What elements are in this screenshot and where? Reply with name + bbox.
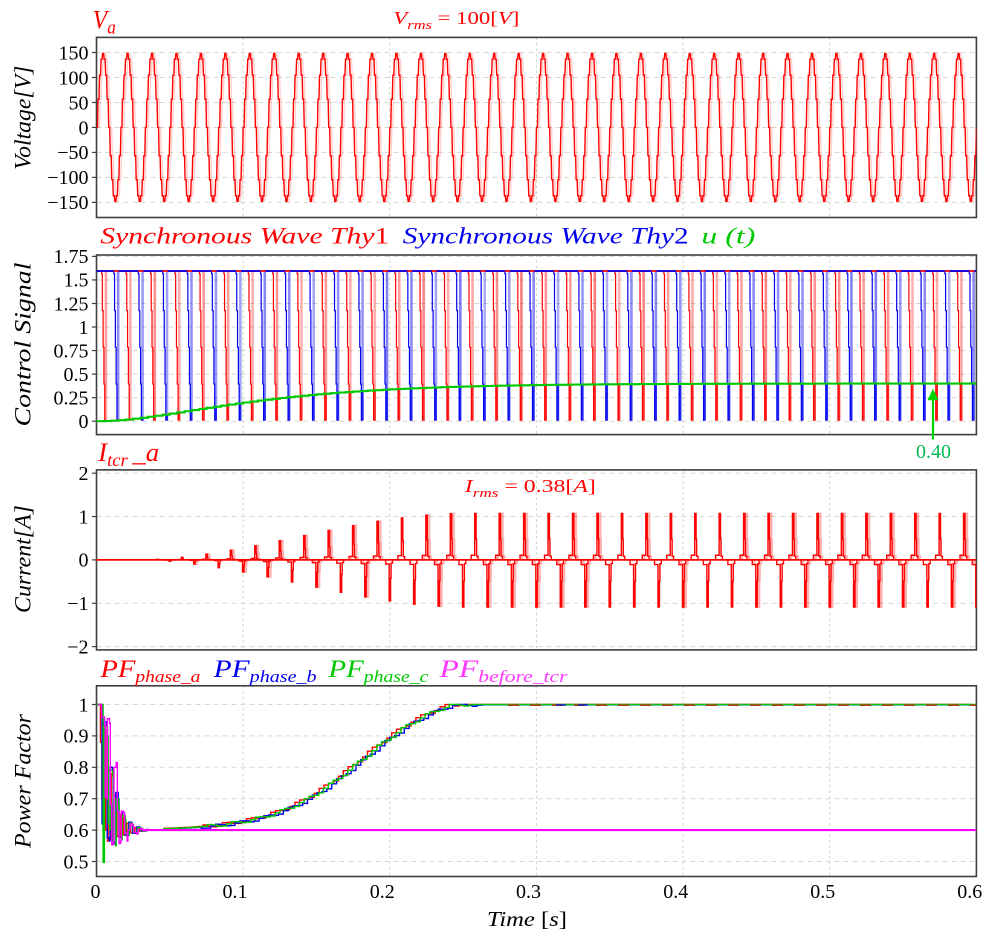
- svg-text:Time [s]: Time [s]: [487, 907, 567, 931]
- svg-text:0.9: 0.9: [64, 726, 89, 748]
- svg-text:150: 150: [59, 42, 89, 64]
- svg-text:0.2: 0.2: [370, 881, 395, 903]
- svg-text:1: 1: [79, 694, 89, 716]
- svg-text:0.5: 0.5: [810, 881, 835, 903]
- svg-text:−1: −1: [67, 593, 88, 615]
- svg-text:Va: Va: [93, 6, 116, 39]
- svg-text:0.4: 0.4: [663, 881, 688, 903]
- svg-text:0.6: 0.6: [957, 881, 982, 903]
- svg-text:100: 100: [59, 67, 89, 89]
- svg-text:Voltage[V]: Voltage[V]: [11, 66, 36, 170]
- svg-text:−50: −50: [57, 142, 88, 164]
- svg-text:0: 0: [79, 550, 89, 572]
- svg-text:1: 1: [79, 317, 89, 339]
- svg-text:0.3: 0.3: [516, 881, 541, 903]
- svg-text:0.25: 0.25: [54, 387, 89, 409]
- svg-text:−150: −150: [47, 192, 88, 214]
- svg-text:0.40: 0.40: [916, 441, 951, 463]
- svg-text:0.75: 0.75: [54, 340, 89, 362]
- svg-text:Control Signal: Control Signal: [11, 263, 36, 427]
- svg-text:Itcr _a: Itcr _a: [97, 438, 159, 470]
- svg-text:1.5: 1.5: [64, 270, 89, 292]
- svg-text:0.7: 0.7: [64, 789, 89, 811]
- svg-text:1: 1: [79, 506, 89, 528]
- svg-text:−2: −2: [67, 636, 88, 658]
- svg-text:0.5: 0.5: [64, 851, 89, 873]
- svg-text:0: 0: [79, 117, 89, 139]
- svg-text:0: 0: [91, 881, 101, 903]
- svg-text:0.6: 0.6: [64, 820, 89, 842]
- svg-text:0.5: 0.5: [64, 364, 89, 386]
- svg-text:0.8: 0.8: [64, 757, 89, 779]
- svg-text:2: 2: [79, 463, 89, 485]
- svg-text:u (t): u (t): [701, 224, 755, 249]
- svg-text:0: 0: [79, 411, 89, 433]
- svg-text:1.75: 1.75: [54, 246, 89, 268]
- svg-text:0.1: 0.1: [223, 881, 248, 903]
- svg-text:−100: −100: [47, 167, 88, 189]
- svg-text:50: 50: [69, 92, 89, 114]
- svg-text:Current[A]: Current[A]: [11, 505, 36, 613]
- svg-text:Power Factor: Power Factor: [11, 713, 36, 849]
- svg-text:1.25: 1.25: [54, 293, 89, 315]
